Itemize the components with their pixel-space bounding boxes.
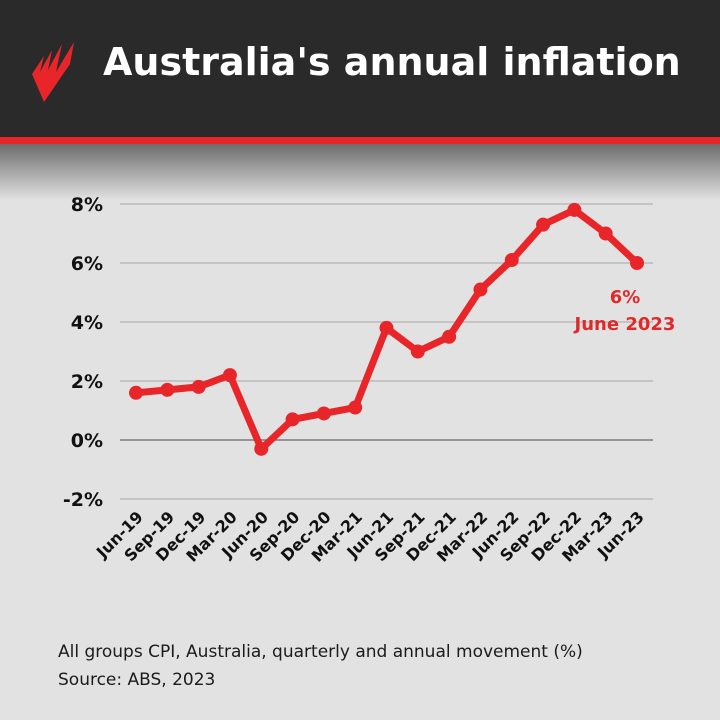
annotation-label: June 2023 (573, 314, 676, 335)
data-point (160, 382, 175, 397)
data-point (504, 253, 519, 268)
chart-footer: All groups CPI, Australia, quarterly and… (58, 638, 583, 694)
annotation-value: 6% (610, 287, 641, 308)
y-tick-label: 4% (71, 312, 103, 334)
header-bar (0, 0, 720, 137)
data-point (410, 344, 425, 359)
data-point (222, 368, 237, 383)
data-point (285, 412, 300, 427)
data-point (442, 329, 457, 344)
sbs-logo-icon (32, 42, 74, 102)
data-point (536, 217, 551, 232)
y-tick-label: 6% (71, 253, 103, 275)
header-shadow (0, 144, 720, 200)
data-point (191, 379, 206, 394)
y-tick-label: -2% (63, 489, 103, 511)
y-tick-label: 0% (71, 430, 103, 452)
page-title: Australia's annual inflation (103, 40, 681, 84)
data-point (316, 406, 331, 421)
data-point (254, 441, 269, 456)
header-accent-stripe (0, 137, 720, 144)
y-tick-label: 8% (71, 194, 103, 216)
data-point (630, 256, 644, 270)
data-point (348, 400, 363, 415)
data-point (598, 226, 613, 241)
chart-source: Source: ABS, 2023 (58, 670, 216, 690)
data-point (473, 282, 488, 297)
y-tick-label: 2% (71, 371, 103, 393)
data-point (379, 320, 394, 335)
data-point (567, 202, 582, 217)
chart-note: All groups CPI, Australia, quarterly and… (58, 642, 583, 662)
data-point (129, 385, 143, 400)
